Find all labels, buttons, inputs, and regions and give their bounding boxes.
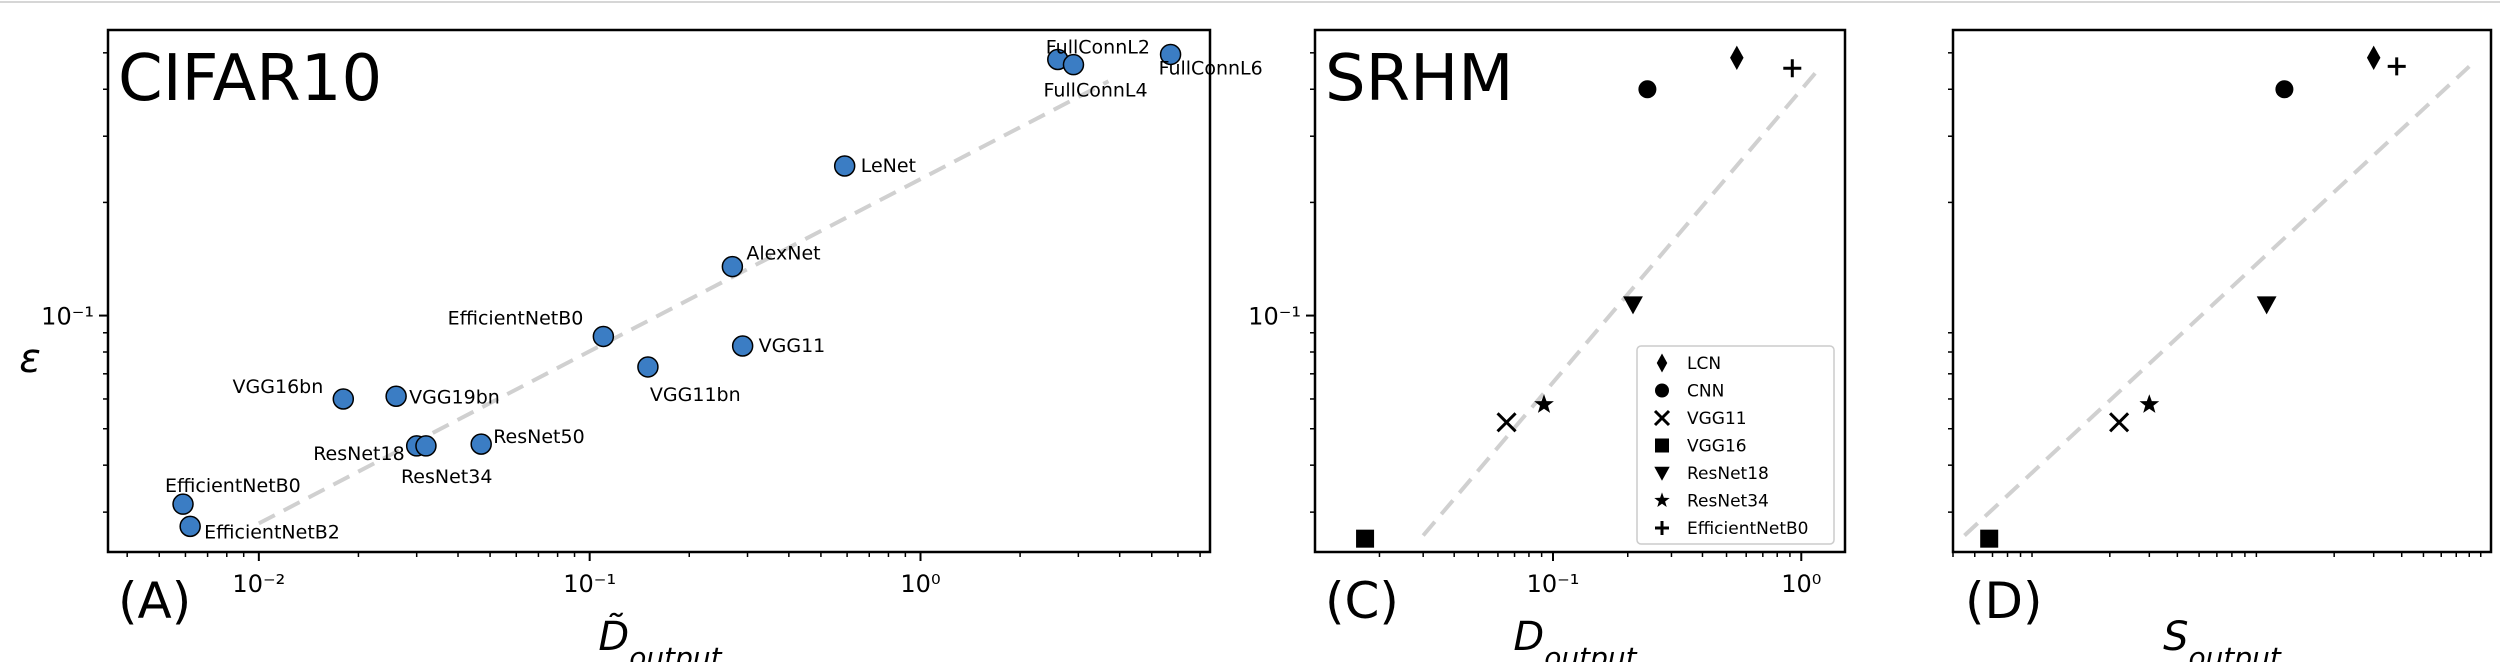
scatter-point-plus	[2387, 57, 2406, 76]
scatter-point	[721, 255, 744, 278]
panel-title: CIFAR10	[118, 42, 382, 116]
scatter-point-x	[2109, 412, 2130, 433]
scatter-point-diamond	[1730, 45, 1744, 70]
trend-line	[1421, 65, 1823, 537]
point-label: FullConnL4	[1043, 80, 1147, 102]
legend-entry: VGG16	[1687, 437, 1747, 457]
scatter-point	[637, 356, 659, 378]
scatter-point-star	[1534, 394, 1554, 413]
scatter-point	[470, 433, 492, 455]
point-label: ResNet18	[313, 443, 404, 465]
panel-letter: (C)	[1325, 572, 1399, 630]
trend-line	[1963, 64, 2471, 537]
legend	[1636, 345, 1835, 545]
scatter-point	[833, 155, 856, 177]
x-tick-label: 10⁰	[1781, 570, 1821, 598]
legend-marker-diamond	[1656, 353, 1668, 373]
x-tick-label: 10⁰	[900, 570, 940, 598]
legend-entry: EfficientNetB0	[1687, 519, 1808, 539]
y-tick-label: 10⁻¹	[41, 303, 94, 331]
trend-line	[257, 79, 1110, 526]
point-label: ResNet50	[493, 426, 584, 448]
x-tick-label: 10⁻¹	[563, 570, 616, 598]
scatter-point-diamond	[2366, 45, 2381, 70]
scatter-point	[172, 493, 194, 515]
panel-letter: (D)	[1965, 572, 2043, 630]
scatter-point-square	[1980, 529, 1999, 548]
panel-a: 10⁻² 10⁻¹ 10⁰ 10⁻¹ FullConnL2 FullConnL6 FullC…	[19, 28, 1263, 662]
legend-marker-plus	[1655, 521, 1669, 535]
scatter-point	[385, 385, 407, 408]
point-label: EfficientNetB0	[448, 307, 584, 329]
y-tick-label: 10⁻¹	[1248, 303, 1301, 331]
scatter-point-triangle-down	[1623, 296, 1643, 315]
scatter-point	[1159, 43, 1182, 66]
x-tick-label: 10⁻¹	[1527, 570, 1580, 598]
x-axis-label: D̃output	[598, 612, 722, 662]
point-label: LeNet	[861, 155, 916, 177]
point-label: FullConnL2	[1046, 36, 1150, 58]
point-label: VGG11bn	[650, 384, 741, 406]
legend-entry: ResNet34	[1687, 492, 1769, 512]
panel-d: (D) Soutput	[1948, 28, 2493, 662]
scatter-point	[592, 325, 615, 348]
legend-entry: CNN	[1687, 382, 1724, 402]
point-label: VGG16bn	[233, 376, 324, 398]
scatter-point	[731, 335, 754, 357]
point-label: EfficientNetB2	[204, 521, 340, 543]
panel-letter: (A)	[118, 572, 191, 630]
scatter-point	[179, 515, 201, 538]
legend-entry: VGG11	[1687, 409, 1747, 429]
x-tick-label: 10⁻²	[232, 570, 285, 598]
legend-marker-star	[1654, 492, 1670, 507]
scatter-point-star	[2139, 394, 2160, 413]
legend-marker-square	[1655, 438, 1669, 453]
scatter-point-plus	[1783, 59, 1802, 78]
plot-frame	[106, 28, 1212, 554]
legend-entry: ResNet18	[1687, 464, 1769, 484]
y-axis-label: ε	[19, 336, 41, 382]
legend-marker-triangle-down	[1654, 466, 1670, 481]
x-axis-label: Doutput	[1513, 614, 1637, 662]
point-label: FullConnL6	[1159, 57, 1263, 79]
plot-frame	[1951, 28, 2493, 554]
legend-entry: LCN	[1687, 354, 1721, 374]
legend-marker-circle	[1655, 383, 1669, 398]
scatter-point-x	[1496, 412, 1517, 433]
scatter-point-circle	[2275, 80, 2294, 99]
scatter-point	[415, 435, 437, 457]
scatter-point	[332, 388, 355, 410]
scatter-point-triangle-down	[2256, 296, 2277, 315]
legend-marker-x	[1653, 409, 1671, 427]
panel-title: SRHM	[1325, 42, 1513, 116]
scatter-point	[1062, 53, 1085, 76]
point-label: VGG19bn	[409, 386, 500, 408]
point-label: VGG11	[759, 335, 826, 357]
point-label: AlexNet	[746, 243, 820, 265]
point-label: ResNet34	[401, 466, 492, 488]
panel-c: 10⁻¹ 10⁰ 10⁻¹ LCN CNN VGG11 VGG16 ResNet18 ResNe…	[1248, 28, 1847, 662]
x-axis-label: Soutput	[2163, 614, 2282, 662]
point-label: EfficientNetB0	[165, 475, 301, 497]
scatter-point-square	[1356, 529, 1375, 548]
scatter-point-circle	[1638, 80, 1657, 99]
plot-frame	[1313, 28, 1847, 554]
